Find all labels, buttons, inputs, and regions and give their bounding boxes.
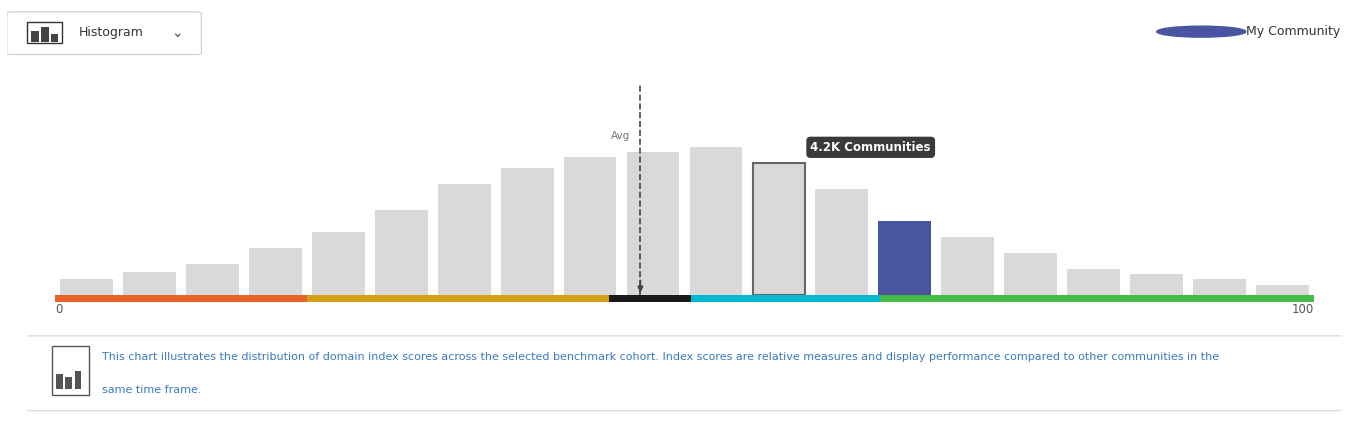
- Bar: [942, 237, 994, 295]
- Bar: [564, 157, 616, 295]
- Bar: [879, 221, 931, 295]
- Bar: [1131, 274, 1183, 295]
- Bar: [66, 377, 73, 389]
- Bar: [690, 147, 742, 295]
- Text: ⌄: ⌄: [171, 26, 183, 40]
- Bar: [312, 232, 364, 295]
- Bar: [609, 295, 691, 302]
- FancyBboxPatch shape: [7, 12, 201, 54]
- Text: 100: 100: [1292, 303, 1314, 316]
- Text: same time frame.: same time frame.: [103, 385, 201, 395]
- Bar: [1005, 253, 1057, 295]
- Bar: [880, 295, 1314, 302]
- Text: 4.2K Communities: 4.2K Communities: [810, 141, 931, 154]
- Bar: [438, 184, 490, 295]
- Bar: [753, 163, 805, 295]
- Bar: [501, 168, 553, 295]
- Bar: [375, 211, 427, 295]
- Bar: [51, 34, 59, 42]
- Bar: [60, 279, 112, 295]
- Bar: [753, 163, 805, 295]
- Text: My Community: My Community: [1246, 25, 1340, 38]
- Bar: [627, 152, 679, 295]
- Bar: [30, 31, 38, 42]
- Text: 0: 0: [55, 303, 62, 316]
- Bar: [186, 264, 238, 295]
- Text: This chart illustrates the distribution of domain index scores across the select: This chart illustrates the distribution …: [103, 352, 1220, 362]
- FancyBboxPatch shape: [14, 336, 1353, 411]
- Bar: [816, 189, 868, 295]
- Circle shape: [1157, 26, 1246, 37]
- Text: Avg: Avg: [611, 131, 630, 141]
- Text: Histogram: Histogram: [78, 26, 144, 39]
- Bar: [1068, 269, 1120, 295]
- Bar: [691, 295, 880, 302]
- Bar: [307, 295, 609, 302]
- Bar: [55, 295, 307, 302]
- Bar: [41, 27, 48, 42]
- Bar: [75, 371, 81, 389]
- Bar: [56, 374, 63, 389]
- Bar: [1257, 285, 1309, 295]
- Bar: [1194, 279, 1246, 295]
- Bar: [123, 272, 175, 295]
- Bar: [249, 248, 301, 295]
